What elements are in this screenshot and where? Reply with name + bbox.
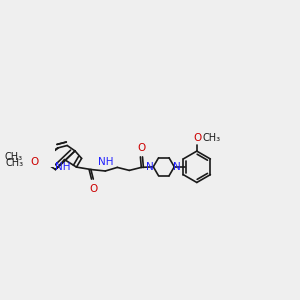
Text: CH₃: CH₃ (6, 158, 24, 169)
Text: O: O (193, 133, 201, 143)
Text: O: O (30, 157, 38, 167)
Text: O: O (90, 184, 98, 194)
Text: CH₃: CH₃ (4, 152, 22, 162)
Text: O: O (137, 143, 146, 153)
Text: NH: NH (55, 162, 71, 172)
Text: CH₃: CH₃ (203, 133, 221, 143)
Text: N: N (173, 162, 181, 172)
Text: N: N (146, 162, 154, 172)
Text: NH: NH (98, 158, 114, 167)
Bar (25, 149, 55, 167)
Text: O: O (27, 152, 35, 163)
